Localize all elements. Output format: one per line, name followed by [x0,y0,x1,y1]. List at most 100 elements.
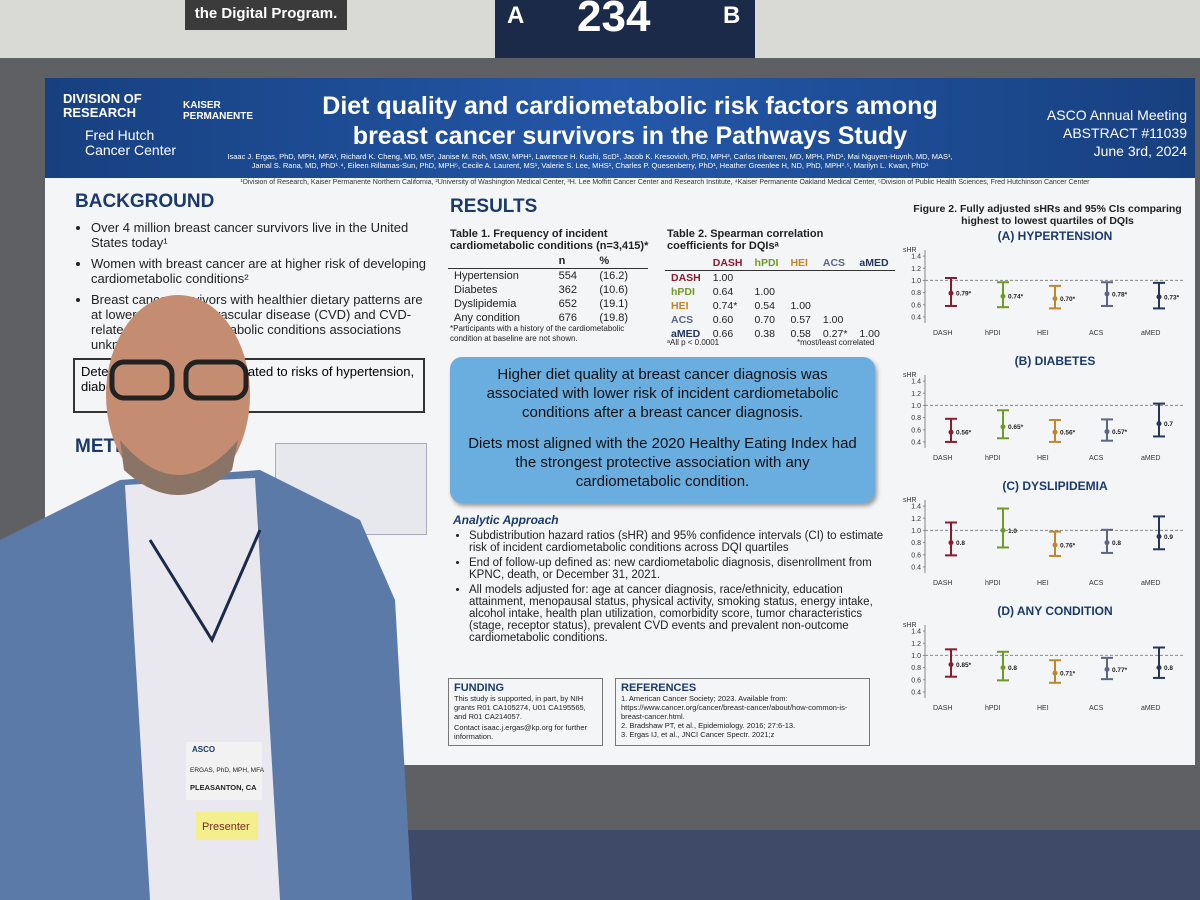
box-heading: REFERENCES [621,682,697,694]
y-tick-label: 0.4 [911,314,921,321]
point [948,540,954,546]
cell: 1.00 [822,314,844,326]
cell: 1.00 [712,272,734,284]
panel-title: (A) HYPERTENSION [998,229,1113,243]
point [1104,429,1110,435]
bullet: Women with breast cancer are at higher r… [91,256,431,286]
badge-text: Presenter [202,821,250,833]
badge-text: ERGAS, PhD, MPH, MFA [190,767,265,774]
x-tick-label: ACS [1089,705,1104,712]
x-tick-label: DASH [933,705,952,712]
cell: 0.57 [790,314,811,326]
funding-text: This study is supported, in part, by NIH… [454,694,586,721]
x-tick-label: HEI [1037,330,1049,337]
data-label: 0.8 [1112,540,1121,547]
table-row: DASH 1.00 [665,271,895,286]
table-row: Hypertension 554 (16.2) [448,269,648,284]
point [1000,665,1006,671]
y-axis-label: sHR [903,622,917,629]
y-tick-label: 1.0 [911,403,921,410]
badge [186,742,262,800]
reference: 3. Ergas IJ, et al., JNCI Cancer Spectr.… [621,730,775,739]
x-tick-label: aMED [1141,580,1160,587]
x-tick-label: hPDI [985,330,1001,337]
lanyard [148,529,262,644]
y-tick-label: 1.2 [911,266,921,273]
table-row: Diabetes 362 (10.6) [448,283,648,297]
point [1000,293,1006,299]
point [948,429,954,435]
panel-title: (C) DYSLIPIDEMIA [1002,479,1108,493]
x-tick-label: hPDI [985,580,1001,587]
poster: DIVISION OF RESEARCH KAISER PERMANENTE F… [45,78,1195,765]
title: breast cancer survivors in the Pathways … [352,122,908,150]
point [1104,540,1110,546]
references-box: REFERENCES 1. American Cancer Society; 2… [615,678,870,746]
authors-line: Isaac J. Ergas, PhD, MPH, MFA¹, Richard … [227,152,953,161]
table-caption: Table 2. Spearman correlation coefficien… [667,228,824,252]
point [948,662,954,668]
meeting: ASCO Annual Meeting ABSTRACT #11039 June 3… [1047,106,1187,160]
data-label: 0.73* [1164,294,1180,301]
x-tick-label: DASH [933,455,952,462]
cell: HEI [671,300,689,312]
glasses [183,359,249,401]
y-tick-label: 0.4 [911,689,921,696]
panel-title: (B) DIABETES [1015,354,1096,368]
point [1000,527,1006,533]
y-tick-label: 1.2 [911,391,921,398]
cell: 0.27* [822,328,848,340]
cell: 0.64 [712,286,734,298]
cell: 362 [558,284,577,296]
table-note: *most/least correlated [797,338,875,347]
figure-title: Figure 2. Fully adjusted sHRs and 95% CI… [913,203,1182,227]
section-heading: RESULTS [450,196,538,217]
table-row: Dyslipidemia 652 (19.1) [448,297,648,311]
table-row: Any condition 676 (19.8) [448,311,648,325]
head [106,295,250,495]
table-row: HEI 0.74* 0.54 1.00 [665,299,895,313]
data-label: 0.71* [1060,671,1076,678]
data-label: 0.85* [956,662,972,669]
data-label: 0.78* [1112,291,1128,298]
data-label: 0.65* [1008,424,1024,431]
y-tick-label: 1.0 [911,278,921,285]
funding-box: FUNDING This study is supported, in part… [448,678,603,746]
table1: n% Hypertension 554 (16.2) Diabetes 362 (10.6)… [448,254,648,325]
point [1156,534,1162,539]
x-tick-label: hPDI [985,705,1001,712]
bullet: All models adjusted for: age at cancer d… [469,584,889,644]
cell: 0.54 [754,300,775,312]
y-tick-label: 0.4 [911,439,921,446]
column-header: HEI [790,257,808,269]
y-tick-label: 0.4 [911,564,921,571]
x-tick-label: aMED [1141,455,1160,462]
cell: Dyslipidemia [454,298,517,310]
poster-header: DIVISION OF RESEARCH KAISER PERMANENTE F… [45,78,1195,178]
cell: (10.6) [599,284,629,296]
sign: the Digital Program. [185,0,347,30]
board-letter: B [723,2,741,29]
point [948,290,954,296]
point [1104,291,1110,297]
point [1156,665,1162,671]
board-number: 234 [577,0,651,41]
glasses [109,359,175,401]
cell: ACS [671,314,694,326]
reference: 1. American Cancer Society; 2023. Availa… [621,694,848,721]
logo-text: KAISER PERMANENTE [183,100,254,122]
cell: aMED [671,328,701,340]
point [1000,424,1006,430]
board-letter: A [507,2,525,29]
box-heading: FUNDING [454,682,505,694]
data-label: 0.79* [956,291,972,298]
x-tick-label: ACS [1089,455,1104,462]
authors-line: Jamal S. Rana, MD, PhD¹˒⁴, Eileen Rillam… [251,161,929,170]
affiliations: ¹Division of Research, Kaiser Permanente… [240,179,1090,186]
point [1104,666,1110,672]
y-tick-label: 0.6 [911,302,921,309]
y-tick-label: 0.6 [911,552,921,559]
data-label: 0.56* [1060,430,1076,437]
data-label: 0.74* [1008,294,1024,301]
